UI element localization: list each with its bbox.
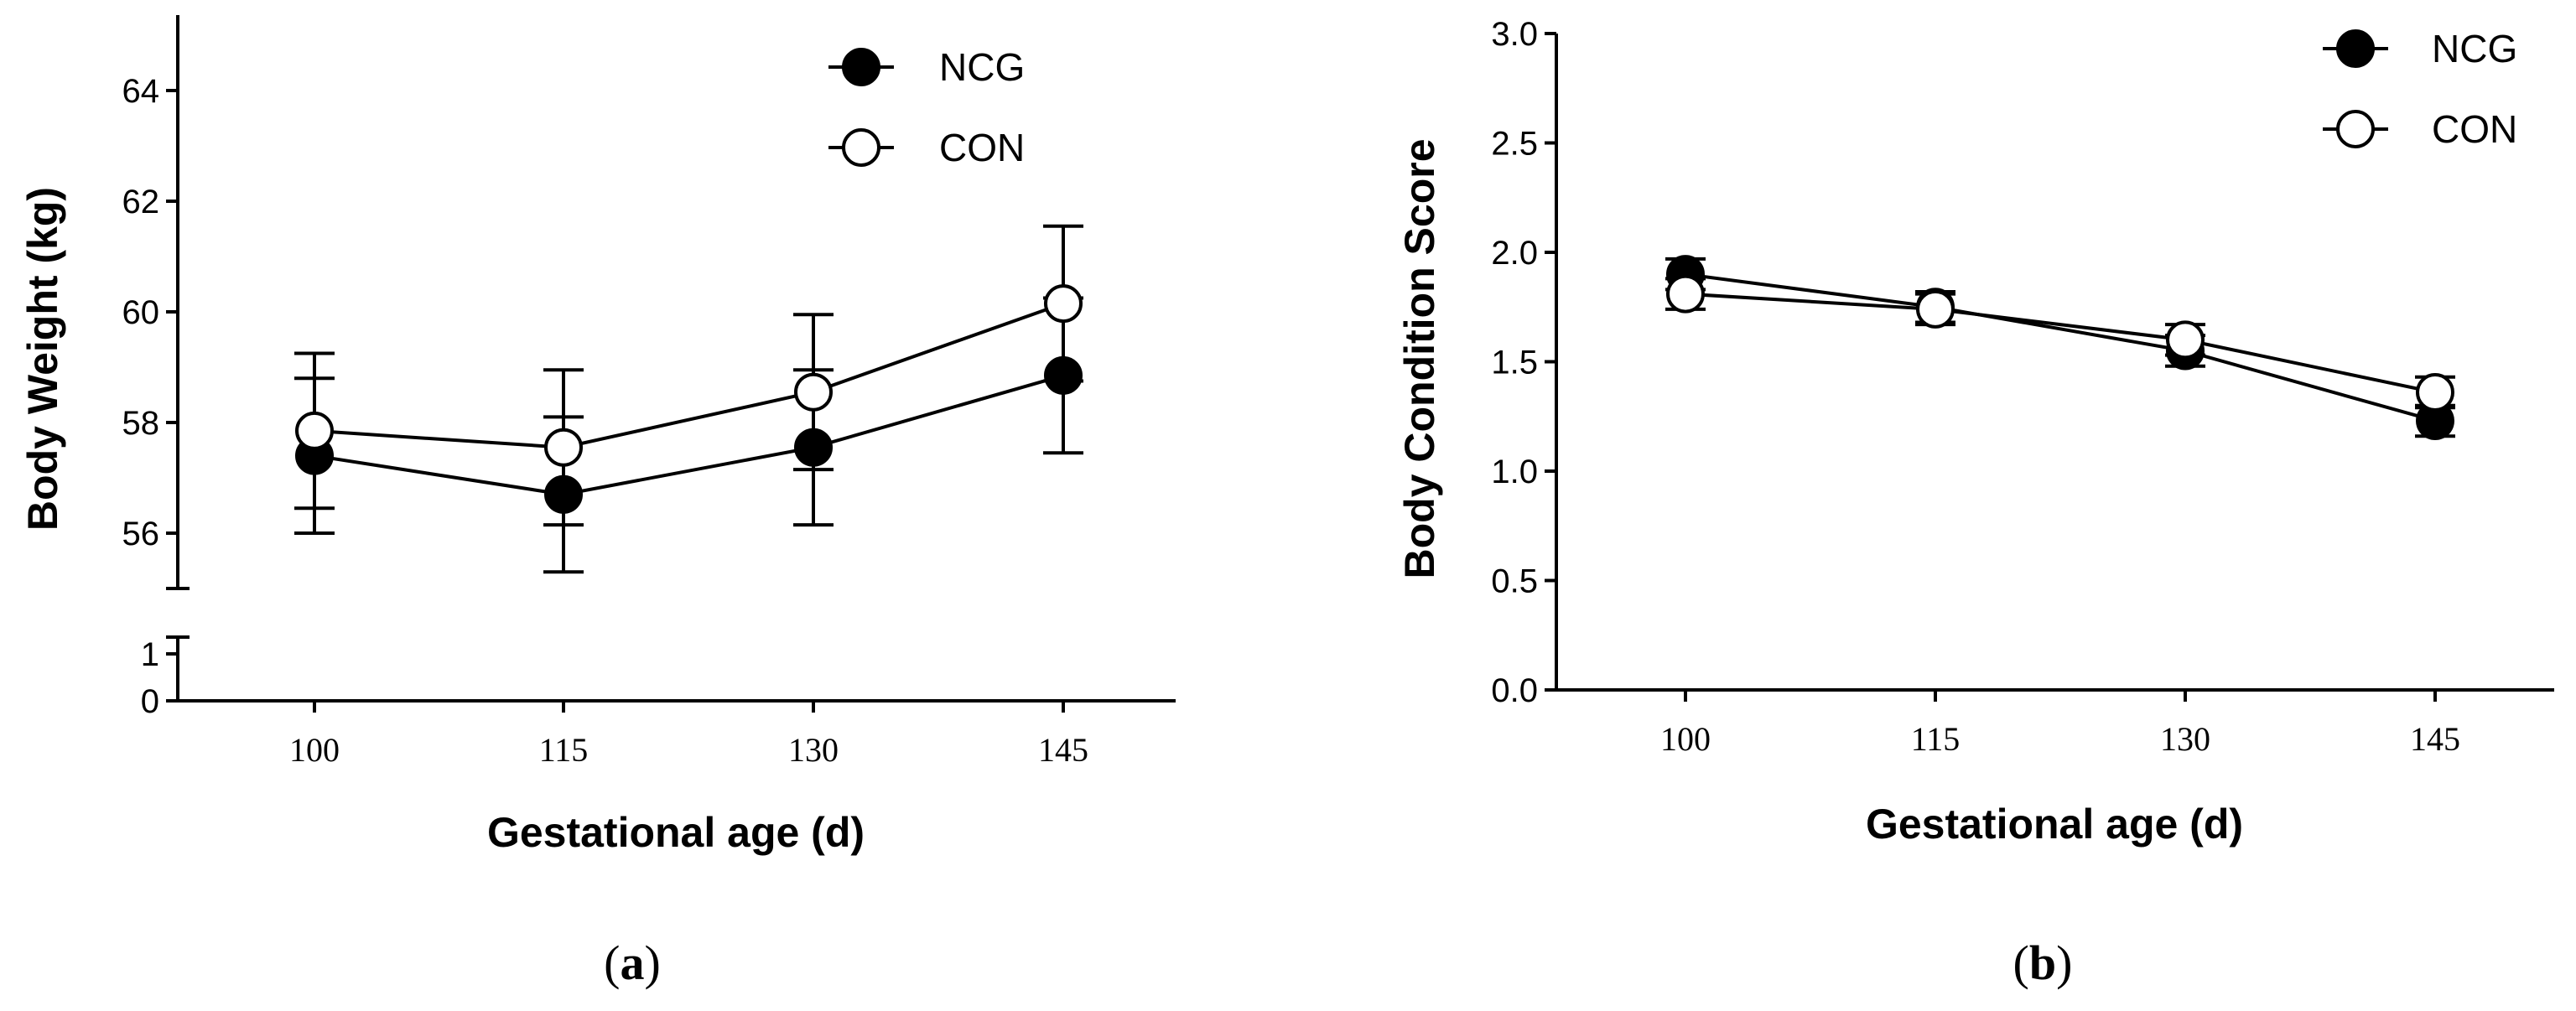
chart-b-xtick-label-2: 130 [2160, 720, 2210, 758]
chart-b-xtick-label-1: 115 [1911, 720, 1961, 758]
chart-a-point-ncg-1 [544, 474, 583, 514]
legend-a-con-label: CON [939, 126, 1025, 169]
chart-a-point-con-2 [794, 372, 833, 412]
chart-b-xtick-label-0: 100 [1660, 720, 1711, 758]
legend-a-ncg-label: NCG [939, 45, 1025, 89]
legend-b-ncg-marker [2336, 29, 2375, 68]
chart-b-y-axis-title: Body Condition Score [1396, 139, 1443, 579]
chart-a-y-axis-title: Body Weight (kg) [19, 187, 66, 531]
chart-b-point-con-1 [1916, 289, 1955, 329]
chart-a-xtick-label-0: 100 [289, 731, 340, 769]
chart-a: 56 58 60 62 64 0 1 100 115 130 145 Body Weight (k… [19, 15, 1176, 990]
chart-a-x-axis-title: Gestational age (d) [487, 809, 865, 856]
chart-a-xtick-label-3: 145 [1038, 731, 1088, 769]
panel-a-label: (a) [604, 936, 661, 990]
chart-a-upper-ytick-label-4: 64 [122, 73, 160, 110]
chart-a-upper-ytick-label-3: 62 [122, 184, 160, 220]
chart-b-x-axis-title: Gestational age (d) [1866, 801, 2243, 848]
chart-a-point-ncg-2 [794, 428, 833, 467]
chart-a-point-ncg-3 [1044, 355, 1083, 395]
chart-b-point-con-2 [2166, 320, 2205, 360]
chart-b-legend: NCG CON [2323, 27, 2517, 151]
chart-b-ytick-label-0: 0.0 [1491, 672, 1538, 709]
panel-b-label-letter: b [2029, 936, 2056, 990]
chart-a-point-con-0 [295, 411, 334, 450]
panel-a-label-letter: a [621, 936, 645, 990]
chart-b: 0.0 0.5 1.0 1.5 2.0 2.5 3.0 100 115 130 145 Body … [1396, 16, 2554, 990]
legend-b-ncg-label: NCG [2432, 27, 2517, 70]
chart-b-point-con-0 [1666, 274, 1705, 314]
chart-b-xtick-label-3: 145 [2410, 720, 2460, 758]
chart-b-point-con-3 [2416, 373, 2454, 412]
legend-b-con-label: CON [2432, 107, 2517, 151]
chart-a-point-con-3 [1044, 284, 1083, 324]
chart-b-ytick-label-4: 2.0 [1491, 235, 1538, 272]
legend-a-con-marker [842, 128, 880, 167]
chart-a-point-con-1 [544, 428, 583, 467]
chart-b-ytick-label-3: 1.5 [1491, 345, 1538, 381]
chart-a-upper-ytick-label-1: 58 [122, 405, 160, 442]
chart-b-ytick-label-1: 0.5 [1491, 563, 1538, 600]
chart-a-series-ncg-line [314, 373, 1064, 496]
chart-a-upper-ytick-label-0: 56 [122, 516, 160, 552]
legend-a-ncg-marker [842, 48, 880, 86]
chart-a-series-con-line [314, 302, 1064, 449]
chart-b-series-ncg-line [1685, 272, 2436, 423]
chart-b-ytick-label-5: 2.5 [1491, 126, 1538, 163]
panel-a-label-close: ) [645, 936, 661, 990]
chart-a-legend: NCG CON [828, 45, 1025, 169]
chart-a-xtick-label-1: 115 [539, 731, 589, 769]
panel-b-label-close: ) [2056, 936, 2072, 990]
panel-b-label: (b) [2013, 936, 2073, 990]
chart-a-lower-ytick-label-0: 0 [141, 683, 159, 720]
chart-b-ytick-label-2: 1.0 [1491, 454, 1538, 490]
chart-b-series-con-line [1685, 292, 2436, 394]
panel-a-label-open: ( [604, 936, 620, 990]
legend-b-con-marker [2336, 110, 2375, 148]
chart-a-upper-ytick-label-2: 60 [122, 294, 160, 331]
chart-b-ytick-label-6: 3.0 [1491, 16, 1538, 53]
panel-b-label-open: ( [2013, 936, 2029, 990]
chart-a-xtick-label-2: 130 [788, 731, 839, 769]
chart-a-lower-ytick-label-1: 1 [141, 636, 159, 673]
